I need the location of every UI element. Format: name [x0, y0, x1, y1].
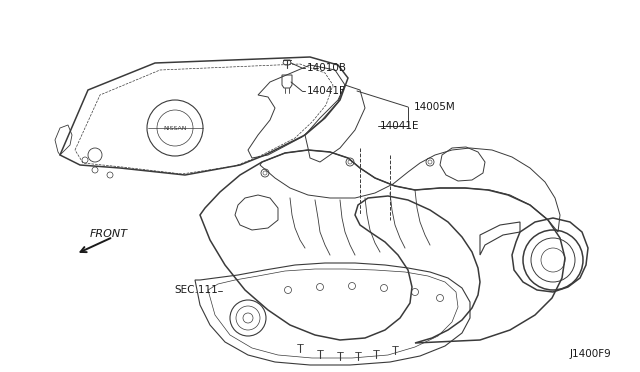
Text: 14041E: 14041E [380, 121, 419, 131]
Text: J1400F9: J1400F9 [570, 349, 612, 359]
Text: 14010B: 14010B [307, 63, 347, 73]
Text: NISSAN: NISSAN [163, 125, 187, 131]
Text: 14005M: 14005M [414, 102, 456, 112]
Text: SEC.111: SEC.111 [174, 285, 218, 295]
Text: 14041F: 14041F [307, 86, 346, 96]
Text: FRONT: FRONT [90, 229, 128, 239]
